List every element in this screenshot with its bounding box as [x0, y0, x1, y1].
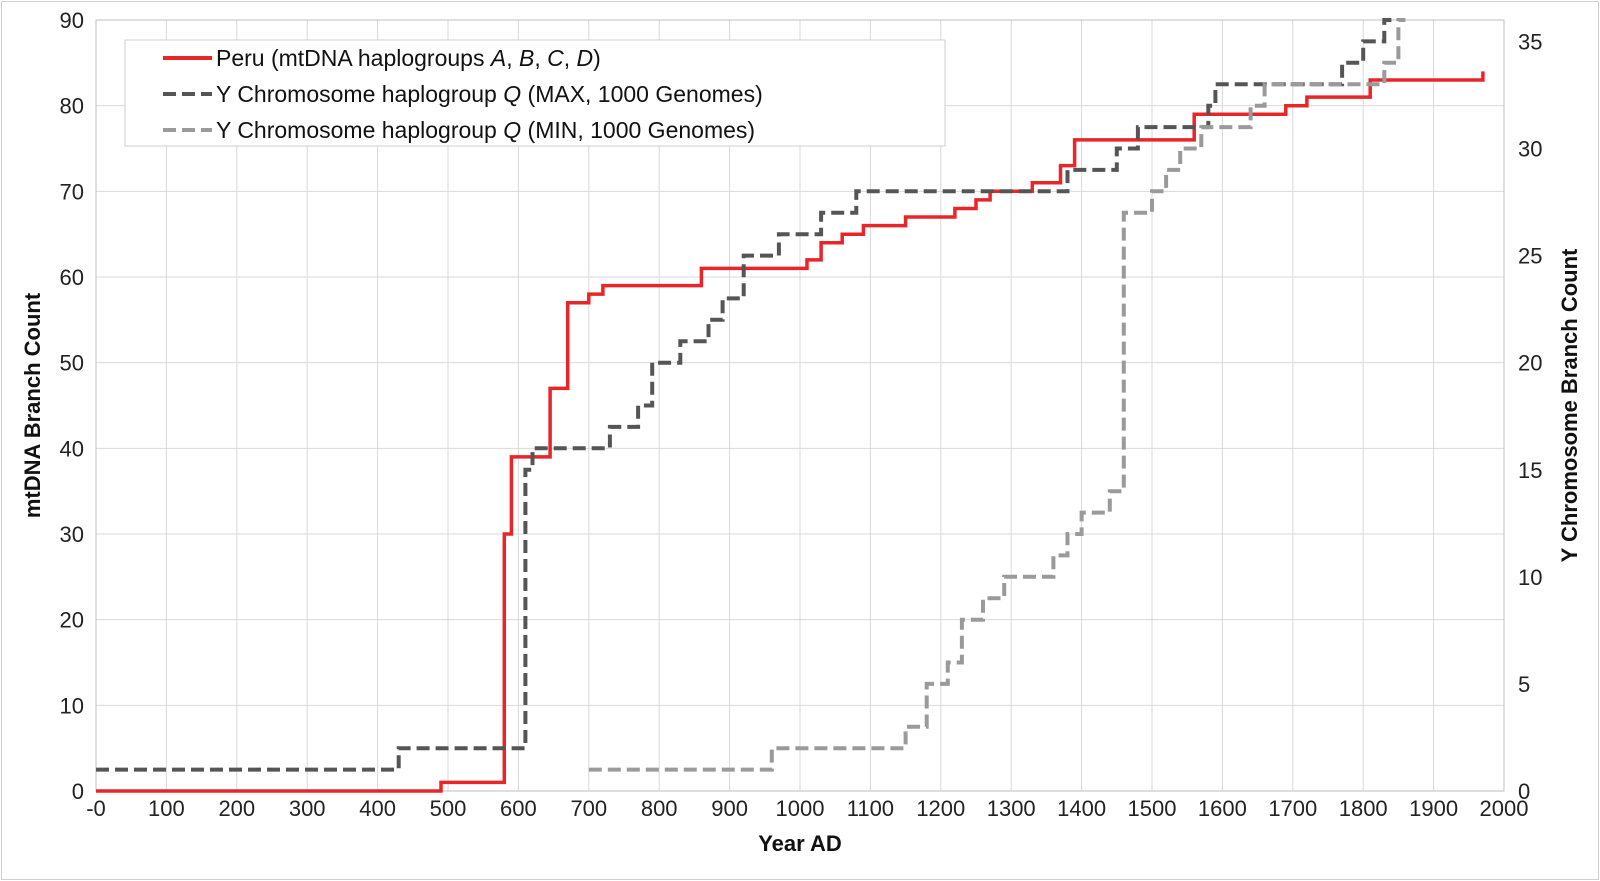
y-tick-label: 0	[72, 779, 84, 804]
y2-tick-label: 15	[1518, 458, 1542, 483]
y-tick-label: 20	[60, 608, 84, 633]
y-tick-label: 30	[60, 522, 84, 547]
y2-tick-label: 0	[1518, 779, 1530, 804]
y-tick-label: 50	[60, 351, 84, 376]
y-tick-label: 80	[60, 94, 84, 119]
y-tick-label: 10	[60, 693, 84, 718]
tick-labels: -0 100 200 300 400 500 600 700 800 900 1000 1100 120…	[60, 8, 1543, 821]
series-line-y-chromosome-haplogroup-q-min-1000-genomes	[588, 18, 1406, 772]
x-tick-label: 900	[711, 796, 748, 821]
y-tick-label: 70	[60, 179, 84, 204]
x-tick-label: 1700	[1268, 796, 1317, 821]
y2-tick-label: 25	[1518, 244, 1542, 269]
legend: Peru (mtDNA haplogroups A, B, C, D) Y Chr…	[124, 39, 946, 147]
x-tick-label: 1600	[1198, 796, 1247, 821]
x-tick-label: 700	[570, 796, 607, 821]
y2-tick-label: 20	[1518, 351, 1542, 376]
y-tick-label: 60	[60, 265, 84, 290]
legend-label: Y Chromosome haplogroup Q (MAX, 1000 Gen…	[216, 81, 763, 107]
x-tick-label: 200	[218, 796, 255, 821]
x-tick-label: 1900	[1409, 796, 1458, 821]
x-tick-label: 500	[430, 796, 467, 821]
y2-tick-label: 5	[1518, 672, 1530, 697]
x-tick-label: 1300	[987, 796, 1036, 821]
x-axis-label: Year AD	[758, 831, 842, 856]
y2-tick-label: 10	[1518, 565, 1542, 590]
x-tick-label: 1100	[847, 796, 894, 821]
x-tick-label: 100	[148, 796, 185, 821]
x-tick-label: 1500	[1128, 796, 1177, 821]
y-tick-label: 90	[60, 8, 84, 33]
x-tick-label: 1400	[1057, 796, 1106, 821]
x-tick-label: -0	[86, 796, 106, 821]
legend-label: Y Chromosome haplogroup Q (MIN, 1000 Gen…	[216, 117, 755, 143]
x-tick-label: 800	[641, 796, 678, 821]
legend-box	[124, 39, 946, 147]
series-line-peru-mtdna-haplogroups-a-b-c-d	[96, 71, 1485, 793]
x-tick-label: 300	[289, 796, 326, 821]
y-axis-label: mtDNA Branch Count	[20, 292, 45, 518]
x-tick-label: 1200	[916, 796, 965, 821]
x-tick-label: 600	[500, 796, 537, 821]
series-line-y-chromosome-haplogroup-q-max-1000-genomes	[96, 18, 1392, 772]
legend-label: Peru (mtDNA haplogroups A, B, C, D)	[216, 45, 601, 71]
x-tick-label: 400	[359, 796, 396, 821]
x-tick-label: 2000	[1480, 796, 1529, 821]
y2-tick-label: 35	[1518, 29, 1542, 54]
y2-tick-label: 30	[1518, 137, 1542, 162]
plot-area	[95, 19, 1505, 792]
y-tick-label: 40	[60, 436, 84, 461]
series-layer	[96, 18, 1485, 793]
x-tick-label: 1800	[1339, 796, 1388, 821]
x-tick-label: 1000	[776, 796, 825, 821]
y2-axis-label: Y Chromosome Branch Count	[1557, 248, 1582, 562]
